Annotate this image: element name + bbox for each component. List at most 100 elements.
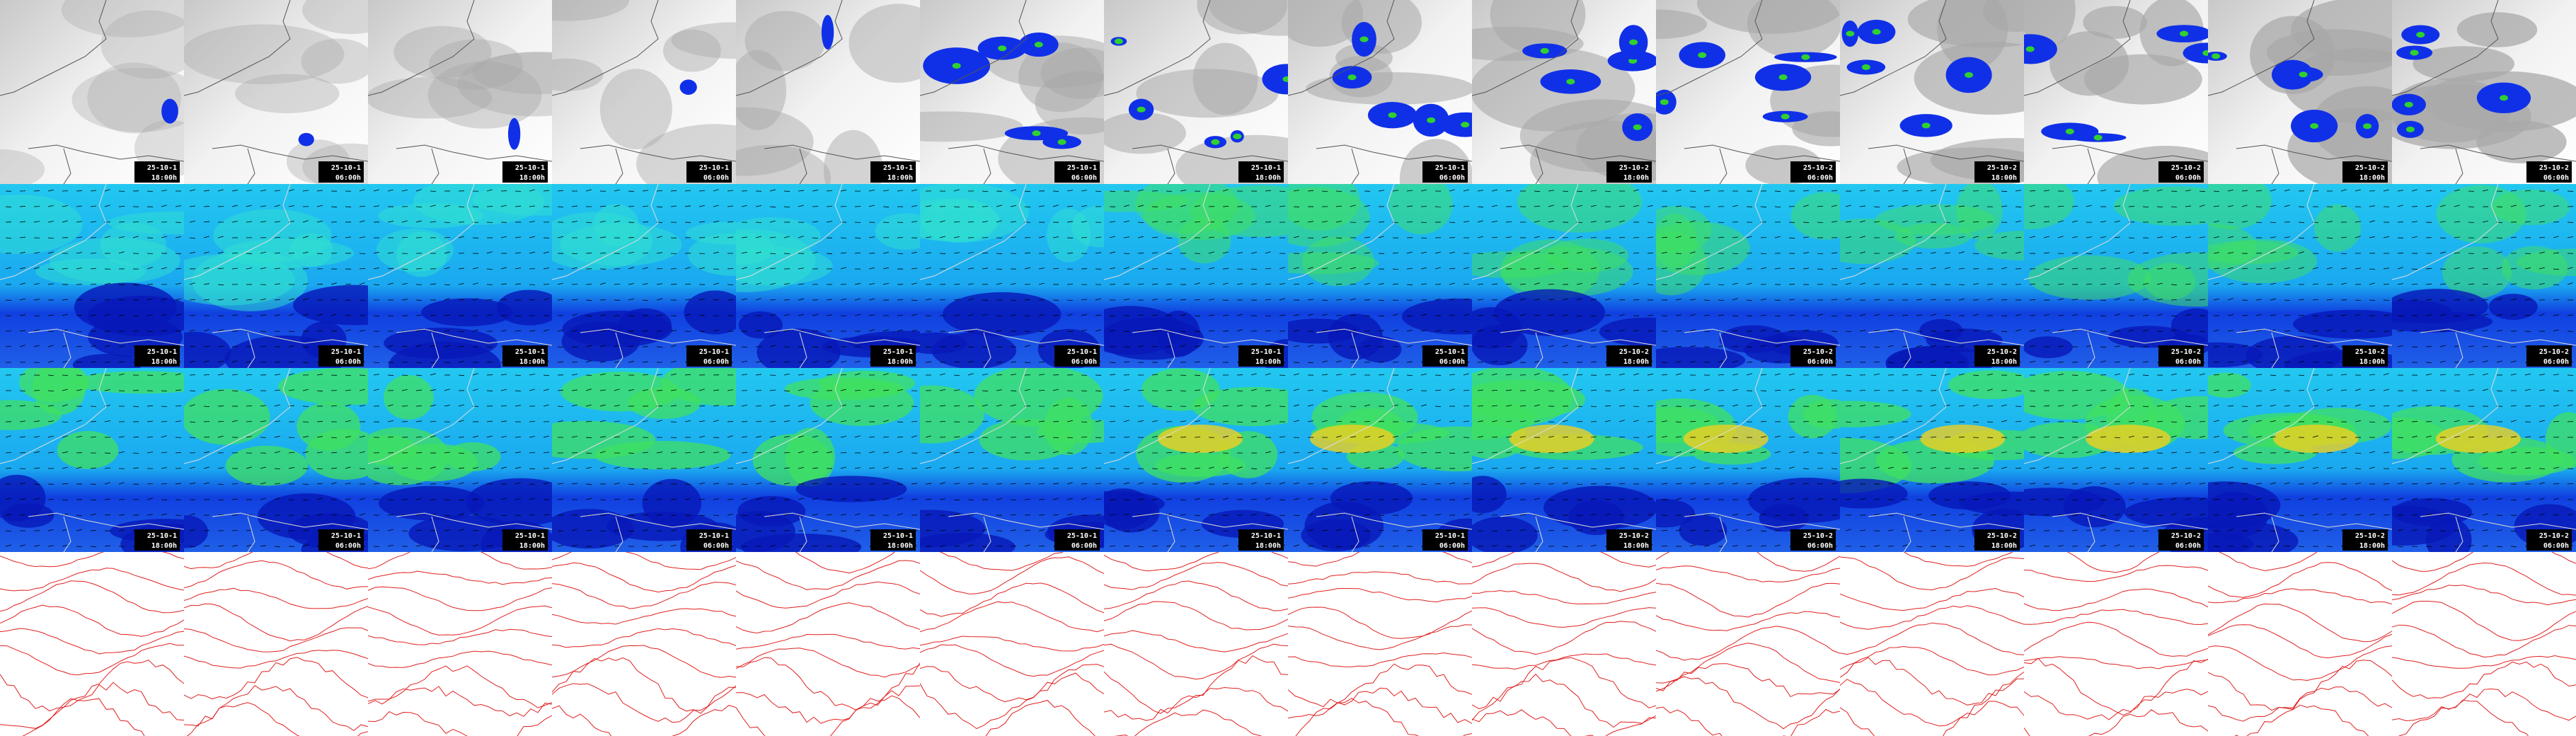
wind-arrow [2482,220,2488,223]
wind-arrow [1378,236,1384,238]
wind-arrow [33,483,40,485]
wind-max [2273,425,2359,453]
wind-arrow [2411,268,2418,270]
wind-arrow [783,330,790,332]
wind-arrow [670,330,677,332]
wind-arrow [543,389,549,391]
wind-arrow [1137,345,1144,347]
wind-arrow [614,420,620,422]
wind-zone [57,430,119,469]
wind-arrow [104,420,110,422]
wind-arrow [486,483,493,485]
wind-arrow [727,236,733,238]
wind-arrow [1972,330,1979,332]
wind-arrow [812,529,818,531]
coastline [2024,368,2208,552]
wind-arrow [1208,498,1215,500]
wind-arrow [599,373,606,376]
wind-arrow [2510,268,2517,270]
wind-arrow [90,268,97,270]
wind-arrow [1972,404,1979,407]
wind-arrow [1463,466,1469,469]
wind-arrow [1222,268,1229,270]
wind-arrow [2270,189,2276,192]
date-label: 25-10-1 [1067,164,1097,172]
wind-arrow [1420,222,1427,224]
wind-arrow [996,483,1003,485]
wind-arrow [2170,236,2177,238]
wind-arrow [415,314,422,316]
wind-arrow [161,373,167,376]
wind-low [2208,342,2262,368]
wind-arrow [260,298,266,301]
wind-arrow [62,545,68,547]
wind-arrow [401,189,408,192]
wind-arrow [670,373,677,376]
wind-zone [1288,252,1379,275]
wind-arrow [2354,389,2361,391]
panel-content [736,368,920,552]
wind-arrow [274,404,280,407]
wind-arrow [1321,251,1328,254]
wind-arrow [727,268,734,270]
wind-arrow [2326,513,2333,516]
wind-arrow [1123,220,1129,223]
date-label: 25-10-1 [515,532,545,540]
wind-arrow [1548,529,1555,531]
wind-arrow [1038,345,1045,347]
wind-arrow [1477,314,1484,316]
wind-arrow [1194,498,1200,500]
wind-arrow [1746,299,1753,301]
wind-arrow [783,253,790,255]
wind-arrow [953,452,960,454]
wind-low [2292,309,2392,339]
wind-arrow [925,205,931,207]
wind-arrow [529,205,535,207]
wind-arrow [713,282,719,285]
wind-arrow [1293,267,1299,270]
wind-arrow [1958,236,1965,238]
wind-arrow [1434,389,1442,391]
wind-arrow [953,299,960,301]
wind-zone [921,198,999,243]
wind-arrow [90,299,97,301]
cloud [427,61,542,129]
wind-arrow [2128,373,2134,376]
precip-core [1211,139,1220,145]
wind-arrow [486,451,493,454]
wind-zone [1545,238,1629,272]
panel-content [2024,368,2208,552]
wind-arrow [642,529,648,531]
wind-arrow [1081,205,1087,207]
wind-arrow [415,544,422,547]
wind-arrow [2524,330,2531,333]
wind-arrow [1831,498,1838,500]
map-panel: 25-10-106:00h [1288,0,1472,184]
wind-arrow [925,404,931,407]
wind-arrow [1689,514,1696,516]
wind-zone [2517,248,2576,276]
wind-low [2063,486,2126,528]
wind-arrow [274,420,280,422]
wind-arrow [118,373,125,376]
wind-arrow [1732,514,1738,516]
wind-arrow [2510,360,2517,363]
wind-arrow [302,298,309,301]
wind-arrow [1788,389,1795,391]
wind-arrow [161,190,167,192]
wind-arrow [1236,466,1243,469]
wind-arrow [2142,513,2149,516]
wind-arrow [1491,498,1497,500]
map-panel: 25-10-106:00h [552,0,736,184]
wind-arrow [76,236,82,238]
wind-arrow [1562,482,1568,485]
wind-arrow [1364,483,1370,485]
time-label: 06:00h [1439,542,1465,550]
wind-arrow [967,483,974,485]
wind-arrow [741,205,747,207]
wind-arrow [2340,189,2347,192]
precip-core [1629,39,1638,45]
wind-arrow [1661,268,1667,270]
wind-arrow [840,190,846,192]
wind-low [184,331,231,368]
